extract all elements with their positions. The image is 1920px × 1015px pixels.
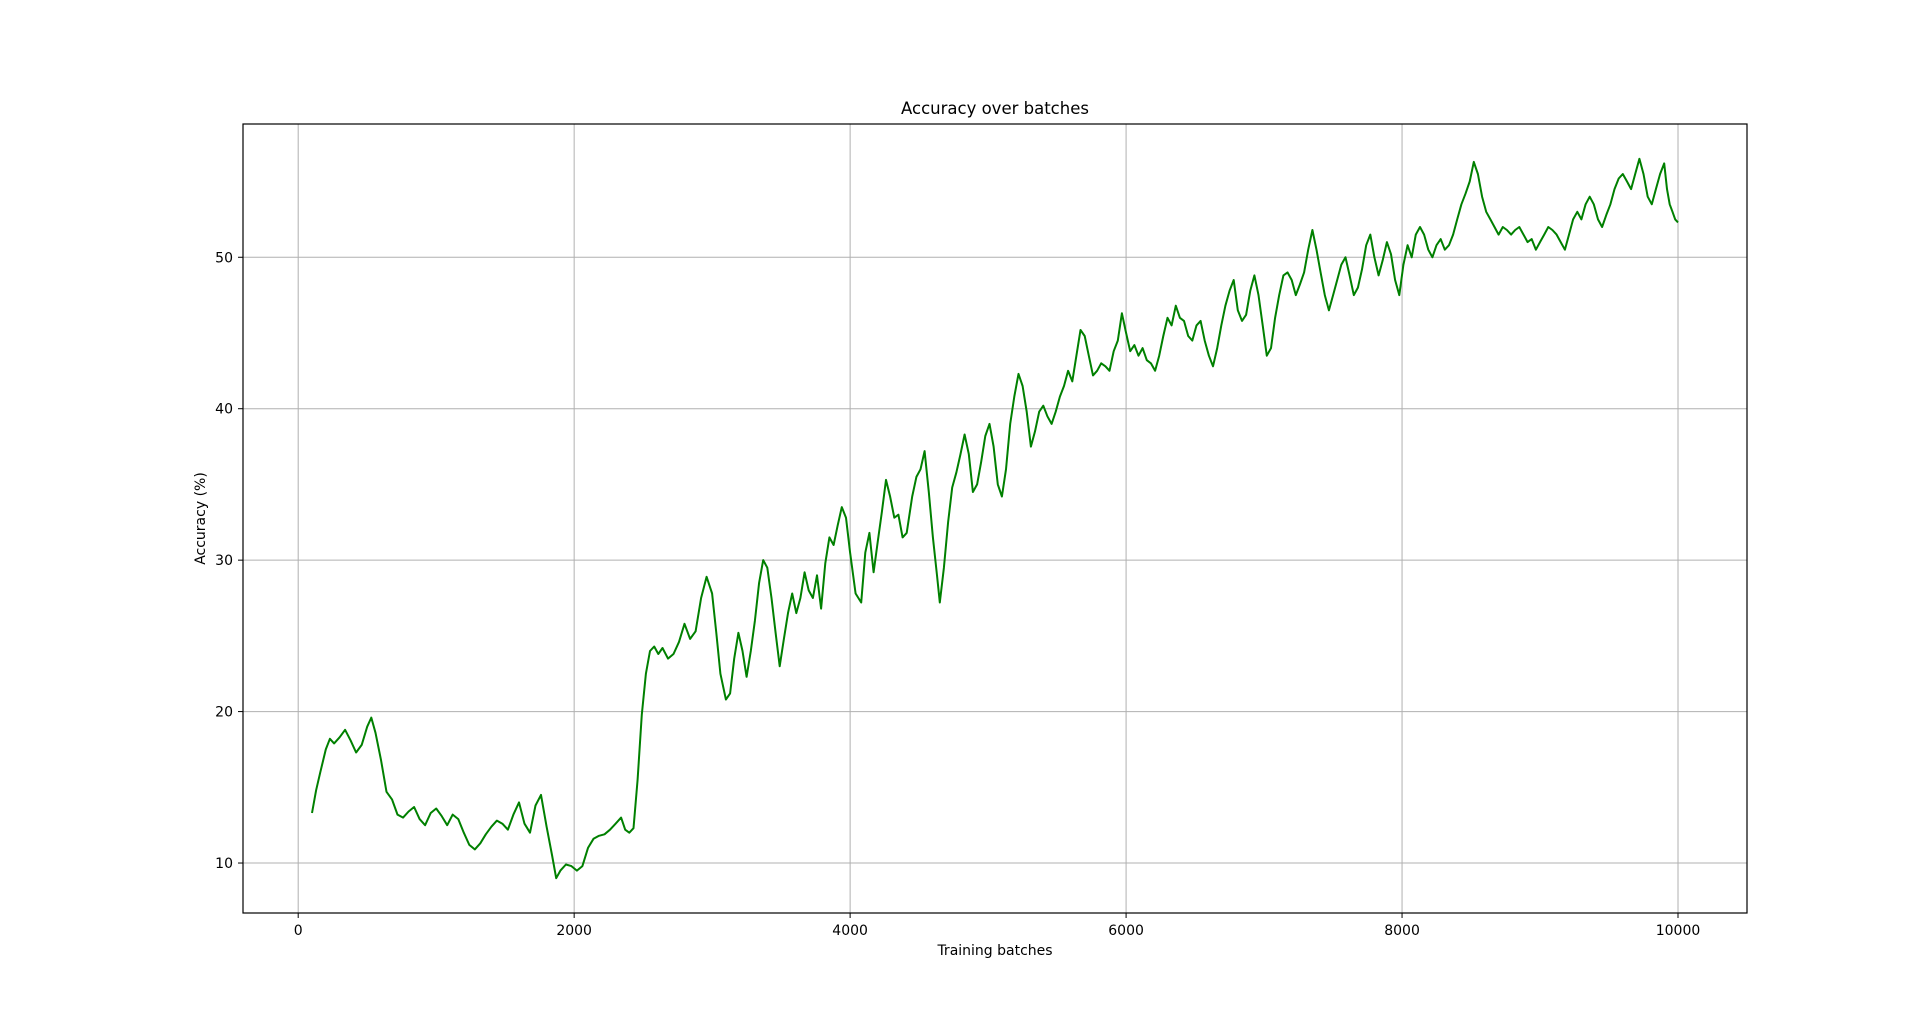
grid-lines — [243, 124, 1747, 913]
x-tick-label: 10000 — [1656, 923, 1701, 939]
x-axis-ticks: 0 2000 4000 6000 8000 10000 — [294, 913, 1701, 939]
x-tick-label: 2000 — [556, 923, 592, 939]
x-tick-label: 0 — [294, 923, 303, 939]
accuracy-series-line — [311, 157, 1679, 880]
y-axis-label: Accuracy (%) — [193, 472, 209, 565]
y-tick-label: 20 — [215, 705, 233, 721]
y-tick-label: 30 — [215, 553, 233, 569]
x-tick-label: 4000 — [832, 923, 868, 939]
x-axis-label: Training batches — [936, 943, 1052, 959]
x-tick-label: 8000 — [1384, 923, 1420, 939]
y-tick-label: 50 — [215, 250, 233, 266]
chart-title: Accuracy over batches — [901, 99, 1089, 118]
y-tick-label: 40 — [215, 402, 233, 418]
y-tick-label: 10 — [215, 856, 233, 872]
plot-area — [311, 157, 1679, 880]
axes-frame — [242, 123, 1748, 914]
y-axis-ticks: 10 20 30 40 50 — [215, 250, 243, 872]
x-tick-label: 6000 — [1108, 923, 1144, 939]
